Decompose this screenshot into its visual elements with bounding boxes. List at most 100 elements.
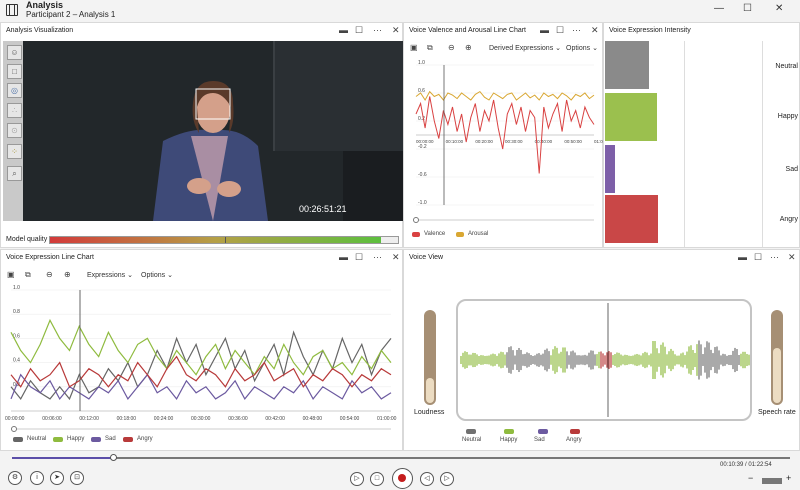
options-label: Options xyxy=(566,45,591,52)
y-tick-label: 0.6 xyxy=(418,88,425,94)
panel-minimize-button[interactable]: ▬ xyxy=(339,252,348,262)
play-icon[interactable]: ▷ xyxy=(350,472,364,486)
step-back-icon[interactable]: ◁ xyxy=(420,472,434,486)
series-line-happy xyxy=(10,318,392,376)
waveform xyxy=(460,303,750,417)
scroll-thumb[interactable] xyxy=(11,426,17,432)
points-icon[interactable]: ⁘ xyxy=(7,144,22,159)
options-dropdown[interactable]: Options ⌄ xyxy=(566,44,598,52)
bounding-box-icon[interactable]: □ xyxy=(7,64,22,79)
zoom-slider[interactable] xyxy=(762,478,782,484)
waveform-display[interactable] xyxy=(456,299,752,421)
loudness-label: Loudness xyxy=(414,409,445,416)
panel-minimize-button[interactable]: ▬ xyxy=(540,25,549,35)
share-icon[interactable]: ➤ xyxy=(50,471,64,485)
timeline-progress xyxy=(12,457,114,459)
dropdown-label: Expressions xyxy=(87,272,126,279)
minimize-button[interactable]: — xyxy=(714,3,724,14)
info-icon[interactable]: i xyxy=(30,471,44,485)
panel-maximize-button[interactable]: ☐ xyxy=(355,25,364,35)
panel-close-button[interactable]: ✕ xyxy=(392,252,400,262)
panel-close-button[interactable]: ✕ xyxy=(788,252,796,262)
intensity-label-angry: Angry xyxy=(779,216,798,223)
step-forward-icon[interactable]: ▷ xyxy=(440,472,454,486)
capture-icon[interactable]: ⊡ xyxy=(70,471,84,485)
panel-more-button[interactable]: ··· xyxy=(770,252,779,262)
timeline-thumb[interactable] xyxy=(110,454,118,461)
legend-label: Neutral xyxy=(462,437,482,443)
zoom-in-icon[interactable]: ⊕ xyxy=(465,43,472,52)
settings-icon[interactable]: ⚙ xyxy=(8,471,22,485)
video-timestamp: 00:26:51:21 xyxy=(299,204,347,214)
speech-rate-meter xyxy=(771,310,783,405)
video-frame[interactable]: 00:26:51:21 xyxy=(23,41,403,221)
voice-view-panel: Voice View ▬ ☐ ··· ✕ Loudness Speech rat… xyxy=(403,249,800,451)
dropdown-label: Derived Expressions xyxy=(489,45,554,52)
maximize-button[interactable]: ☐ xyxy=(743,3,752,14)
panel-maximize-button[interactable]: ☐ xyxy=(556,25,565,35)
zoom-out-icon[interactable]: ⊖ xyxy=(448,43,455,52)
app-subtitle: Participant 2 – Analysis 1 xyxy=(26,10,116,19)
video-scene xyxy=(23,41,403,221)
copy-icon[interactable]: ⧉ xyxy=(25,270,31,279)
y-tick-label: -1.0 xyxy=(418,200,427,206)
chevron-down-icon: ⌄ xyxy=(167,272,173,279)
series-line-valence xyxy=(415,96,595,174)
zoom-out-button[interactable]: − xyxy=(748,473,754,483)
x-tick-label: 00:20:00 xyxy=(475,139,493,144)
x-tick-label: 00:30:00 xyxy=(505,139,523,144)
series-line-arousal xyxy=(415,90,595,101)
legend-swatch xyxy=(538,429,548,434)
head-model-icon[interactable]: ◎ xyxy=(7,83,22,98)
scroll-thumb[interactable] xyxy=(413,217,419,223)
expressions-dropdown[interactable]: Expressions ⌄ xyxy=(87,271,133,279)
derived-expressions-dropdown[interactable]: Derived Expressions ⌄ xyxy=(489,44,561,52)
y-tick-label: 1.0 xyxy=(418,60,425,66)
voice-expression-line-chart-panel: Voice Expression Line Chart ▬ ☐ ··· ✕ ▣ … xyxy=(0,249,403,451)
legend-swatch xyxy=(456,232,464,237)
series-line-sad xyxy=(10,373,392,400)
panel-more-button[interactable]: ··· xyxy=(373,252,382,262)
copy-icon[interactable]: ⧉ xyxy=(427,43,433,52)
zoom-in-icon[interactable]: ⊕ xyxy=(64,270,71,279)
legend-label: Happy xyxy=(67,436,85,442)
face-tracking-icon[interactable]: ☺ xyxy=(7,45,22,60)
zoom-out-icon[interactable]: ⊖ xyxy=(46,270,53,279)
save-icon[interactable]: ▣ xyxy=(410,43,418,52)
zoom-icon[interactable]: ⌕ xyxy=(7,166,22,181)
intensity-label-sad: Sad xyxy=(785,166,798,173)
panel-more-button[interactable]: ··· xyxy=(572,25,581,35)
chevron-down-icon: ⌄ xyxy=(127,272,133,279)
x-tick-label: 00:12:00 xyxy=(79,416,99,422)
save-icon[interactable]: ▣ xyxy=(7,270,15,279)
stop-icon[interactable]: □ xyxy=(370,472,384,486)
x-tick-label: 00:00:00 xyxy=(5,416,25,422)
x-tick-label: 01:00:00 xyxy=(594,139,604,144)
voice-expression-chart: 1.00.80.60.40.200:00:00 00:06:00 00:12:00 0… xyxy=(5,285,397,432)
landmarks-icon[interactable]: ∴ xyxy=(7,103,22,118)
record-button[interactable] xyxy=(392,468,413,489)
options-dropdown[interactable]: Options ⌄ xyxy=(141,271,173,279)
y-tick-label: -0.2 xyxy=(418,144,427,150)
y-tick-label: 1.0 xyxy=(13,285,20,291)
panel-maximize-button[interactable]: ☐ xyxy=(754,252,763,262)
analysis-visualization-panel: Analysis Visualization ▬ ☐ ··· ✕ ☺ □ ◎ ∴… xyxy=(0,22,403,248)
panel-maximize-button[interactable]: ☐ xyxy=(355,252,364,262)
timeline-track[interactable] xyxy=(12,454,790,461)
speech-rate-label: Speech rate xyxy=(758,409,796,416)
panel-title: Voice View xyxy=(409,254,444,261)
panel-minimize-button[interactable]: ▬ xyxy=(738,252,747,262)
panel-close-button[interactable]: ✕ xyxy=(392,25,400,35)
x-tick-label: 00:48:00 xyxy=(303,416,323,422)
gaze-icon[interactable]: ⊙ xyxy=(7,123,22,138)
panel-close-button[interactable]: ✕ xyxy=(591,25,599,35)
zoom-in-button[interactable]: + xyxy=(786,473,792,483)
panel-minimize-button[interactable]: ▬ xyxy=(339,25,348,35)
legend-label: Sad xyxy=(105,436,116,442)
y-tick-label: -0.6 xyxy=(418,172,427,178)
close-button[interactable]: ✕ xyxy=(775,3,784,14)
panel-more-button[interactable]: ··· xyxy=(373,25,382,35)
x-tick-label: 00:18:00 xyxy=(117,416,137,422)
model-quality-label: Model quality xyxy=(6,236,48,243)
y-tick-label: 0.4 xyxy=(13,358,20,364)
